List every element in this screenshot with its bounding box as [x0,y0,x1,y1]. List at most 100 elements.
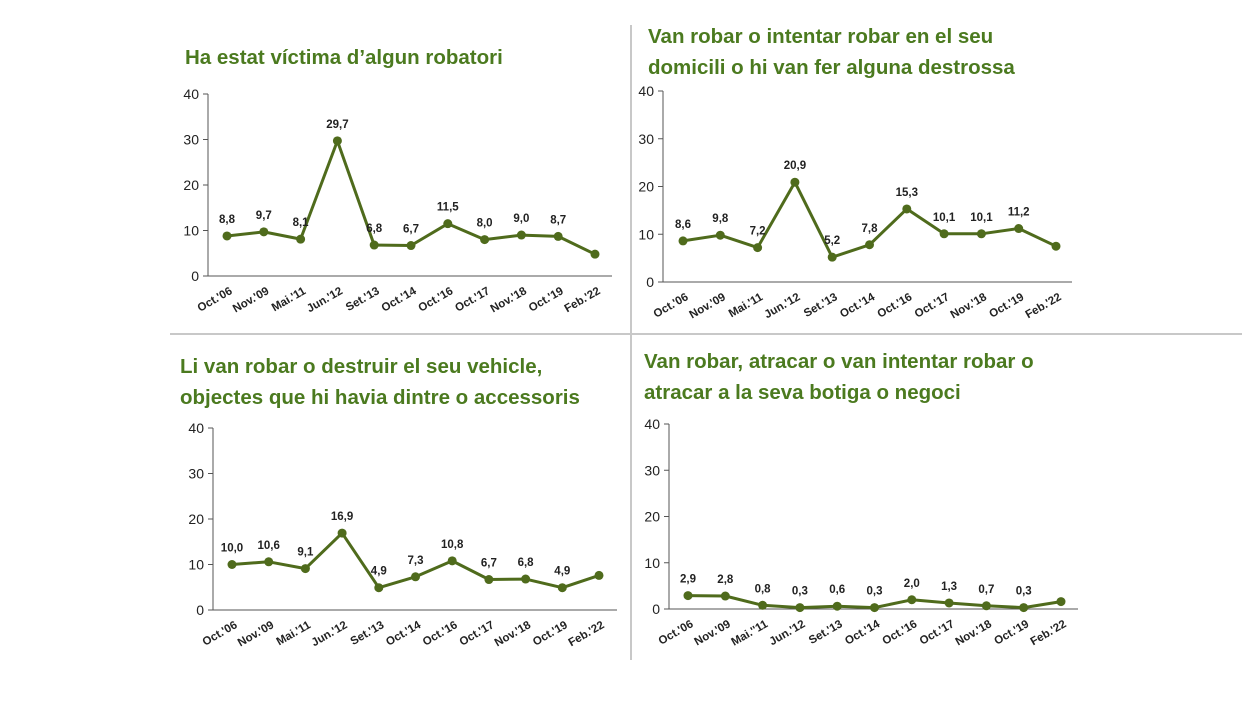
data-point [296,234,306,244]
x-tick-label: Jun.'12 [767,618,807,648]
chart-3-title-line-1: Li van robar o destruir el seu vehicle, [180,355,543,378]
x-tick-label: Oct.'16 [880,618,919,647]
data-point [1014,224,1024,234]
data-label: 10,6 [258,540,280,552]
data-label: 8,8 [219,214,236,226]
y-tick-label: 30 [638,131,654,147]
data-point [832,601,842,611]
data-label: 8,6 [675,219,691,231]
data-label: 15,3 [896,187,918,199]
data-label: 1,3 [941,581,957,593]
y-tick-label: 0 [196,602,204,618]
data-point [369,240,379,250]
data-point [553,231,563,241]
data-label: 0,8 [755,583,772,595]
y-tick-label: 40 [644,416,660,432]
chart-4-title: Van robar, atracar o van intentar robar … [644,346,1034,408]
y-tick-label: 30 [183,132,199,148]
y-tick-label: 10 [644,555,660,571]
data-label: 10,0 [221,543,243,555]
data-point [264,557,274,567]
chart-1-title: Ha estat víctima d’algun robatori [185,42,503,73]
data-point [976,229,986,239]
data-label: 8,1 [293,217,310,229]
data-label: 10,1 [970,212,993,224]
data-point [1056,597,1066,607]
chart-3-title-line-2: objectes que hi havia dintre o accessori… [180,386,580,409]
data-point [227,560,237,569]
y-tick-label: 0 [652,601,660,617]
chart-2-title: Van robar o intentar robar en el seu dom… [648,21,1015,83]
data-point [557,583,567,593]
data-label: 6,7 [403,224,419,236]
y-tick-label: 20 [188,511,204,527]
data-label: 6,7 [481,558,497,570]
chart-3-title: Li van robar o destruir el seu vehicle, … [180,351,580,413]
y-tick-label: 0 [191,268,199,284]
chart-1-title-line-1: Ha estat víctima d’algun robatori [185,46,503,69]
horizontal-divider [170,333,1242,335]
data-label: 6,8 [366,223,383,235]
data-point [758,600,768,610]
data-label: 2,8 [717,574,734,586]
data-label: 7,2 [750,226,766,238]
data-point [484,575,494,585]
data-point [944,598,954,608]
data-label: 9,0 [513,213,529,225]
data-label: 8,7 [550,214,566,226]
data-label: 10,8 [441,539,464,551]
x-tick-label: Nov.'18 [954,618,995,648]
data-point [337,528,347,538]
y-tick-label: 10 [183,223,199,239]
data-label: 10,1 [933,212,956,224]
data-point [865,240,874,250]
data-point [870,603,879,613]
x-tick-label: Set.'13 [807,618,845,647]
data-point [521,574,531,584]
x-tick-label: Mai.''11 [729,618,770,649]
data-label: 16,9 [331,511,353,523]
data-label: 7,8 [862,223,879,235]
data-label: 9,7 [256,210,272,222]
data-point [902,204,912,214]
data-label: 6,8 [518,557,535,569]
data-label: 11,2 [1008,207,1030,219]
data-point [827,252,837,262]
y-tick-label: 30 [188,466,204,482]
data-point [411,572,420,582]
data-point [753,243,763,253]
data-point [678,236,688,246]
data-point [790,177,800,187]
data-label: 5,2 [824,235,840,247]
data-label: 0,3 [792,586,808,598]
data-label: 4,9 [371,566,387,578]
x-tick-label: Nov.'09 [693,618,733,648]
data-label: 0,3 [867,586,883,598]
data-point [1051,241,1061,251]
x-tick-label: Oct.'17 [918,618,957,647]
data-point [406,241,416,251]
data-label: 9,8 [712,213,729,225]
data-point [480,235,490,245]
data-point [300,564,310,574]
data-point [1019,603,1029,613]
data-point [720,591,730,601]
data-point [447,556,457,566]
y-tick-label: 20 [644,509,660,525]
data-point [259,227,269,237]
data-label: 9,1 [297,547,314,559]
data-point [222,231,232,241]
data-point [939,229,949,239]
x-tick-label: Oct.'14 [843,618,882,648]
data-label: 4,9 [554,566,570,578]
x-tick-label: Oct.'19 [992,618,1031,647]
y-tick-label: 10 [638,226,654,242]
data-point [374,583,384,593]
y-tick-label: 40 [638,83,654,99]
data-label: 0,6 [829,584,845,596]
y-tick-label: 0 [646,274,654,290]
data-point [795,603,805,613]
data-label: 20,9 [784,160,806,172]
y-tick-label: 20 [638,179,654,195]
